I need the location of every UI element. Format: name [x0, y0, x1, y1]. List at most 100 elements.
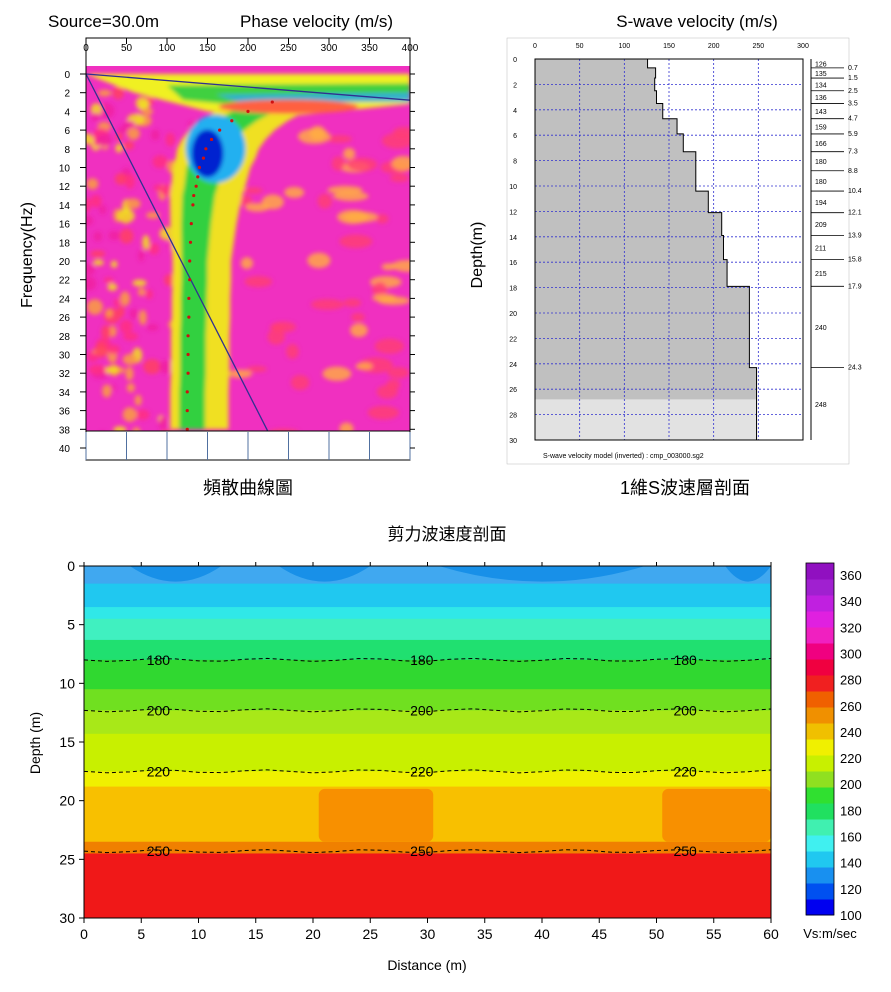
y-tick-label: 16	[509, 260, 517, 267]
colorbar-swatch	[806, 803, 834, 820]
colorbar-swatch	[806, 723, 834, 740]
velocity-patch	[662, 788, 771, 842]
dispersion-texture	[372, 281, 388, 297]
y-tick-label: 40	[59, 444, 71, 455]
colorbar-tick-label: 180	[840, 803, 862, 818]
y-tick-label: 2	[513, 82, 517, 89]
x-tick-label: 50	[576, 43, 584, 50]
dispersion-texture	[146, 324, 159, 331]
y-tick-label: 8	[513, 159, 517, 166]
colorbar-swatch	[806, 883, 834, 900]
dispersion-texture	[150, 129, 160, 141]
dispersion-texture	[97, 89, 112, 97]
dispersion-texture	[351, 312, 365, 322]
x-tick-label: 200	[240, 43, 257, 54]
colorbar-swatch	[806, 899, 834, 916]
dispersion-texture	[158, 416, 167, 430]
dispersion-texture	[91, 112, 100, 122]
colorbar-swatch	[806, 707, 834, 724]
x-tick-label: 50	[649, 926, 665, 942]
colorbar-tick-label: 360	[840, 568, 862, 583]
y-tick-label: 28	[59, 332, 71, 343]
contour-label: 220	[673, 763, 697, 779]
layer-depth-label: 12.1	[848, 210, 862, 217]
contour-label: 200	[410, 702, 434, 718]
dispersion-texture	[90, 194, 102, 208]
picked-point	[246, 109, 250, 113]
picked-point	[192, 193, 196, 198]
colorbar-tick-label: 320	[840, 620, 862, 635]
dispersion-texture	[104, 365, 119, 374]
dispersion-texture	[117, 305, 125, 318]
dispersion-texture	[346, 157, 378, 172]
layer-velocity-label: 136	[815, 95, 827, 102]
colorbar-unit: Vs:m/sec	[803, 926, 857, 941]
colorbar-swatch	[806, 579, 834, 596]
x-tick-label: 30	[420, 926, 436, 942]
dispersion-chart: 0 50 100 150 200 250 300 350 4000246810121416182…	[19, 12, 419, 498]
layer-velocity-label: 194	[815, 200, 827, 207]
dispersion-caption: 頻散曲線圖	[203, 478, 293, 498]
picked-point	[187, 296, 191, 300]
layer-velocity-label: 209	[815, 222, 827, 229]
velocity-layer	[84, 771, 771, 788]
contour-line	[83, 769, 772, 774]
y-tick-label: 20	[509, 311, 517, 318]
picked-point	[194, 184, 198, 188]
dispersion-texture	[244, 276, 273, 288]
contour-label: 250	[410, 843, 434, 859]
dispersion-texture	[125, 366, 134, 381]
dispersion-texture	[391, 155, 410, 171]
dispersion-texture	[117, 208, 135, 223]
y-tick-label: 28	[509, 413, 517, 420]
picked-point	[186, 334, 190, 338]
colorbar-swatch	[806, 819, 834, 836]
layer-depth-label: 8.8	[848, 168, 858, 175]
x-tick-label: 5	[137, 926, 145, 942]
x-tick-label: 0	[80, 926, 88, 942]
dispersion-texture	[143, 359, 161, 375]
layer-velocity-label: 180	[815, 179, 827, 186]
depth-axis-label-2d: Depth (m)	[27, 712, 43, 774]
picked-point	[185, 409, 189, 413]
velocity-layer	[84, 710, 771, 735]
colorbar-swatch	[806, 691, 834, 708]
y-tick-label: 26	[509, 387, 517, 394]
depth-axis-label-1d: Depth(m)	[469, 222, 486, 289]
layer-depth-label: 1.5	[848, 75, 858, 82]
layer-depth-label: 4.7	[848, 116, 858, 123]
dispersion-texture	[93, 231, 103, 242]
y-tick-label: 8	[64, 145, 70, 156]
y-tick-label: 20	[59, 793, 75, 809]
dispersion-texture	[165, 132, 175, 147]
guide-line	[86, 73, 269, 432]
guide-line	[86, 73, 410, 101]
dispersion-peak	[218, 99, 359, 114]
layer-depth-label: 17.9	[848, 283, 862, 290]
velocity-layer	[84, 607, 771, 620]
x-tick-label: 250	[752, 43, 764, 50]
dispersion-texture	[141, 107, 154, 116]
colorbar-frame	[805, 562, 835, 916]
dispersion-texture	[331, 156, 346, 171]
layer-velocity-label: 240	[815, 325, 827, 332]
dispersion-texture	[375, 214, 389, 224]
y-tick-label: 6	[64, 126, 70, 137]
dispersion-texture	[90, 250, 106, 258]
dispersion-texture	[137, 287, 146, 297]
dispersion-texture	[372, 293, 397, 302]
y-tick-label: 24	[509, 362, 517, 369]
layer-depth-label: 5.9	[848, 131, 858, 138]
colorbar-tick-label: 140	[840, 856, 862, 871]
colorbar-tick-label: 280	[840, 673, 862, 688]
contour-label: 180	[673, 652, 697, 668]
colorbar-swatch	[806, 771, 834, 788]
y-tick-label: 20	[59, 257, 71, 268]
velocity-fill-lower	[535, 399, 757, 440]
layer-depth-label: 15.8	[848, 257, 862, 264]
y-tick-label: 2	[64, 89, 70, 100]
y-tick-label: 12	[59, 182, 71, 193]
dispersion-texture	[125, 173, 135, 190]
picked-point	[188, 278, 192, 282]
